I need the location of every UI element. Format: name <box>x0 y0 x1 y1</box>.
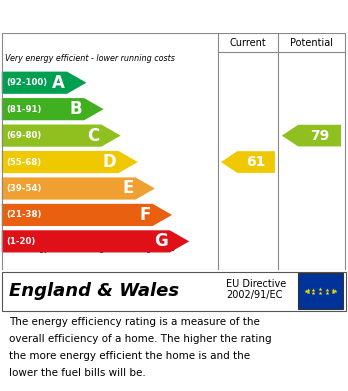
Text: Potential: Potential <box>290 38 333 48</box>
Polygon shape <box>2 151 138 173</box>
Text: G: G <box>154 232 168 250</box>
Text: F: F <box>140 206 151 224</box>
Text: (21-38): (21-38) <box>6 210 42 219</box>
Polygon shape <box>2 204 172 226</box>
Text: (55-68): (55-68) <box>6 158 41 167</box>
Polygon shape <box>221 151 275 173</box>
Text: the more energy efficient the home is and the: the more energy efficient the home is an… <box>9 351 250 361</box>
Text: Energy Efficiency Rating: Energy Efficiency Rating <box>10 7 239 25</box>
Text: A: A <box>53 74 65 92</box>
Text: (69-80): (69-80) <box>6 131 41 140</box>
Text: Very energy efficient - lower running costs: Very energy efficient - lower running co… <box>5 54 175 63</box>
Polygon shape <box>2 230 189 253</box>
Text: D: D <box>103 153 117 171</box>
Text: (81-91): (81-91) <box>6 105 42 114</box>
Text: The energy efficiency rating is a measure of the: The energy efficiency rating is a measur… <box>9 317 260 327</box>
Polygon shape <box>2 178 155 199</box>
Text: (92-100): (92-100) <box>6 78 47 87</box>
Text: EU Directive
2002/91/EC: EU Directive 2002/91/EC <box>226 278 286 300</box>
Polygon shape <box>2 98 104 120</box>
Bar <box>298 273 343 309</box>
Text: (39-54): (39-54) <box>6 184 42 193</box>
Text: C: C <box>87 127 100 145</box>
Text: 61: 61 <box>246 155 266 169</box>
Text: E: E <box>122 179 134 197</box>
Text: England & Wales: England & Wales <box>9 283 179 301</box>
Text: Not energy efficient - higher running costs: Not energy efficient - higher running co… <box>5 244 175 253</box>
Polygon shape <box>282 125 341 147</box>
Text: 79: 79 <box>310 129 329 143</box>
Text: Current: Current <box>230 38 266 48</box>
Polygon shape <box>2 72 86 94</box>
Polygon shape <box>2 124 121 147</box>
Text: (1-20): (1-20) <box>6 237 35 246</box>
Text: lower the fuel bills will be.: lower the fuel bills will be. <box>9 368 145 378</box>
Text: B: B <box>70 100 82 118</box>
Text: overall efficiency of a home. The higher the rating: overall efficiency of a home. The higher… <box>9 334 271 344</box>
